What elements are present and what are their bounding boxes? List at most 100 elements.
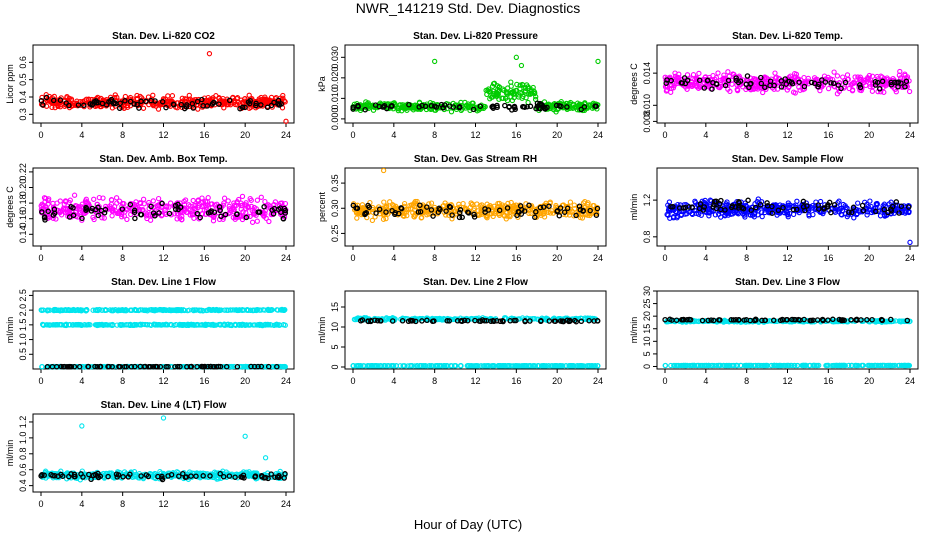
data-point bbox=[378, 363, 385, 369]
data-point bbox=[390, 203, 397, 209]
data-point bbox=[282, 322, 288, 328]
data-point bbox=[536, 105, 542, 112]
data-point bbox=[101, 215, 107, 221]
data-point-outlier bbox=[206, 51, 213, 57]
data-point bbox=[395, 106, 402, 112]
data-point bbox=[171, 101, 177, 108]
x-tick-label: 20 bbox=[864, 130, 874, 140]
data-point bbox=[477, 203, 483, 209]
data-point bbox=[169, 93, 176, 99]
data-point bbox=[381, 363, 387, 369]
y-tick-label: 5 bbox=[642, 351, 652, 356]
data-point bbox=[254, 197, 261, 203]
data-point bbox=[86, 321, 92, 328]
data-point bbox=[903, 78, 910, 85]
data-point bbox=[148, 306, 155, 313]
data-point bbox=[253, 102, 259, 109]
data-point bbox=[57, 198, 63, 204]
data-point bbox=[196, 216, 202, 222]
data-point bbox=[752, 76, 758, 82]
data-point bbox=[800, 198, 807, 205]
data-point bbox=[152, 98, 158, 104]
data-point bbox=[427, 100, 434, 106]
data-point bbox=[828, 209, 834, 216]
data-point bbox=[159, 98, 166, 105]
data-point bbox=[354, 205, 361, 212]
data-point bbox=[857, 82, 863, 88]
x-tick-label: 4 bbox=[703, 253, 708, 263]
data-point bbox=[528, 87, 535, 93]
x-tick-label: 8 bbox=[744, 376, 749, 386]
data-point bbox=[517, 82, 523, 88]
data-point bbox=[899, 318, 905, 324]
data-point bbox=[873, 208, 879, 215]
data-point bbox=[146, 199, 152, 206]
data-point bbox=[717, 77, 724, 84]
data-point bbox=[240, 209, 246, 215]
data-point bbox=[281, 205, 288, 212]
x-tick-label: 24 bbox=[281, 130, 291, 140]
data-point bbox=[701, 204, 707, 210]
data-point bbox=[261, 204, 267, 210]
data-point bbox=[834, 73, 841, 79]
data-point bbox=[547, 200, 553, 206]
data-point bbox=[767, 78, 774, 84]
data-point bbox=[780, 203, 786, 209]
data-point bbox=[748, 207, 755, 213]
data-point bbox=[235, 214, 241, 220]
data-point bbox=[151, 321, 157, 327]
data-point bbox=[276, 363, 282, 370]
data-point bbox=[825, 202, 831, 208]
data-point bbox=[745, 197, 751, 204]
data-point bbox=[769, 210, 775, 216]
data-point bbox=[689, 204, 695, 211]
data-point bbox=[795, 76, 802, 82]
x-tick-label: 4 bbox=[79, 130, 84, 140]
data-point bbox=[469, 201, 476, 207]
data-point bbox=[42, 217, 48, 223]
data-point bbox=[244, 306, 250, 313]
data-point bbox=[670, 85, 677, 91]
data-point bbox=[701, 85, 708, 91]
panel-title: Stan. Dev. Amb. Box Temp. bbox=[99, 154, 227, 165]
data-point bbox=[116, 105, 123, 112]
data-point bbox=[566, 212, 573, 218]
data-point bbox=[243, 214, 250, 221]
page-title: NWR_141219 Std. Dev. Diagnostics bbox=[355, 0, 581, 16]
y-tick-label: 0.20 bbox=[18, 179, 28, 197]
data-point bbox=[109, 364, 115, 370]
data-point bbox=[249, 219, 256, 225]
data-point bbox=[64, 363, 70, 370]
data-point bbox=[684, 72, 691, 78]
data-point bbox=[119, 200, 126, 207]
data-point bbox=[433, 363, 439, 369]
data-point bbox=[248, 203, 255, 210]
data-point bbox=[518, 363, 525, 369]
y-axis-label: degrees C bbox=[629, 63, 639, 105]
data-point bbox=[264, 104, 271, 111]
data-point bbox=[471, 211, 477, 218]
x-tick-label: 16 bbox=[199, 376, 209, 386]
data-point bbox=[584, 104, 590, 110]
data-point bbox=[171, 322, 177, 328]
data-point bbox=[447, 204, 454, 210]
data-point bbox=[499, 317, 506, 324]
data-point bbox=[893, 318, 899, 324]
data-point bbox=[52, 322, 58, 328]
data-point bbox=[234, 211, 240, 217]
data-point bbox=[260, 212, 267, 219]
x-tick-label: 8 bbox=[744, 130, 749, 140]
panel-title: Stan. Dev. Line 2 Flow bbox=[423, 277, 528, 288]
data-point bbox=[441, 102, 448, 108]
data-point bbox=[49, 104, 55, 111]
data-point bbox=[383, 209, 389, 215]
plot-frame bbox=[32, 290, 295, 370]
data-point bbox=[223, 363, 230, 370]
data-point bbox=[567, 317, 573, 324]
data-point bbox=[393, 363, 399, 369]
data-point bbox=[733, 75, 739, 81]
data-point bbox=[196, 203, 202, 209]
data-point bbox=[694, 84, 700, 90]
data-point bbox=[906, 88, 913, 95]
